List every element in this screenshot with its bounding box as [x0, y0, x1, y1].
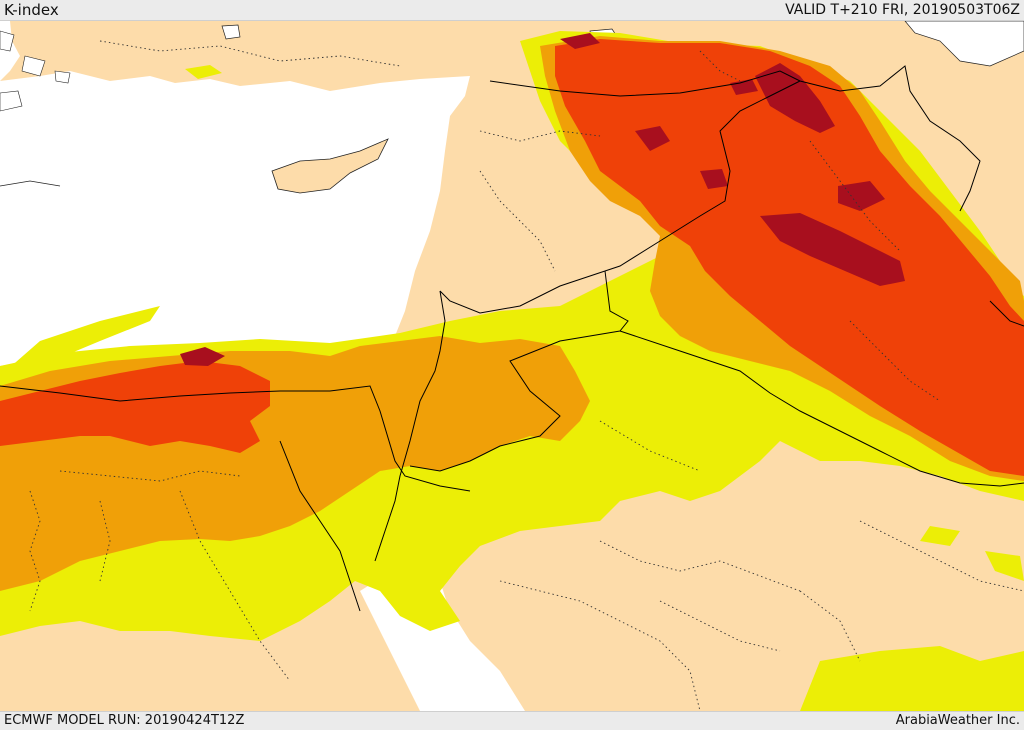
credit-label: ArabiaWeather Inc.: [895, 713, 1020, 728]
crete-coast: [0, 180, 61, 187]
map-title: K-index: [4, 1, 59, 19]
country-borders: [0, 65, 1024, 612]
cyprus-island: [271, 138, 389, 194]
valid-time: VALID T+210 FRI, 20190503T06Z: [785, 2, 1020, 18]
footer-bar: ECMWF MODEL RUN: 20190424T12Z ArabiaWeat…: [0, 711, 1024, 730]
province-borders: [29, 40, 1024, 711]
header-bar: K-index VALID T+210 FRI, 20190503T06Z: [0, 0, 1024, 21]
caspian-coast: [904, 21, 1024, 67]
k-index-level-3: [0, 39, 1024, 476]
aegean-islands: [0, 30, 71, 112]
model-run-label: ECMWF MODEL RUN: 20190424T12Z: [4, 713, 245, 728]
lake-van: [221, 24, 241, 40]
k-index-level-4: [180, 33, 905, 366]
k-index-map: [0, 21, 1024, 711]
mediterranean-sea: [0, 21, 470, 376]
